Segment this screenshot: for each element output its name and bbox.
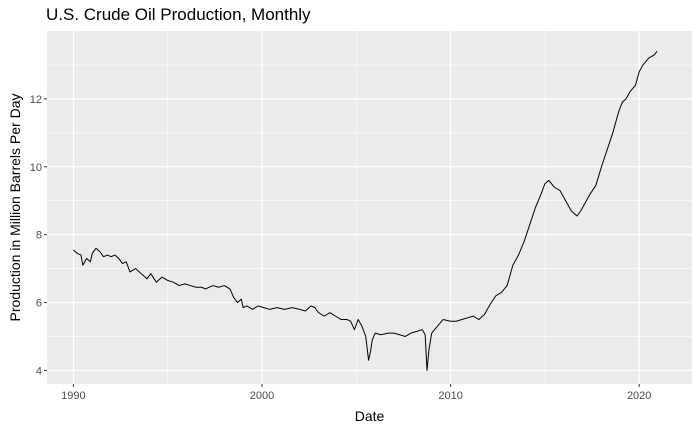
y-axis-title: Production in Million Barrels Per Day: [7, 94, 23, 322]
y-tick-label: 4: [36, 365, 42, 377]
plot-panel: [47, 31, 692, 384]
minor-gridlines: [47, 31, 692, 384]
axis-ticks: [44, 98, 640, 387]
x-axis-title: Date: [355, 408, 385, 424]
x-tick-label: 1990: [61, 390, 85, 402]
x-tick-label: 2020: [627, 390, 651, 402]
x-tick-labels: 1990 2000 2010 2020: [61, 390, 651, 402]
y-tick-labels: 4 6 8 10 12: [30, 94, 42, 378]
chart-title: U.S. Crude Oil Production, Monthly: [46, 5, 311, 24]
y-tick-label: 6: [36, 298, 42, 310]
production-line: [73, 51, 658, 371]
y-tick-label: 12: [30, 94, 42, 106]
y-tick-label: 8: [36, 230, 42, 242]
x-tick-label: 2010: [438, 390, 462, 402]
y-tick-label: 10: [30, 162, 42, 174]
x-tick-label: 2000: [250, 390, 274, 402]
major-gridlines: [47, 31, 692, 384]
